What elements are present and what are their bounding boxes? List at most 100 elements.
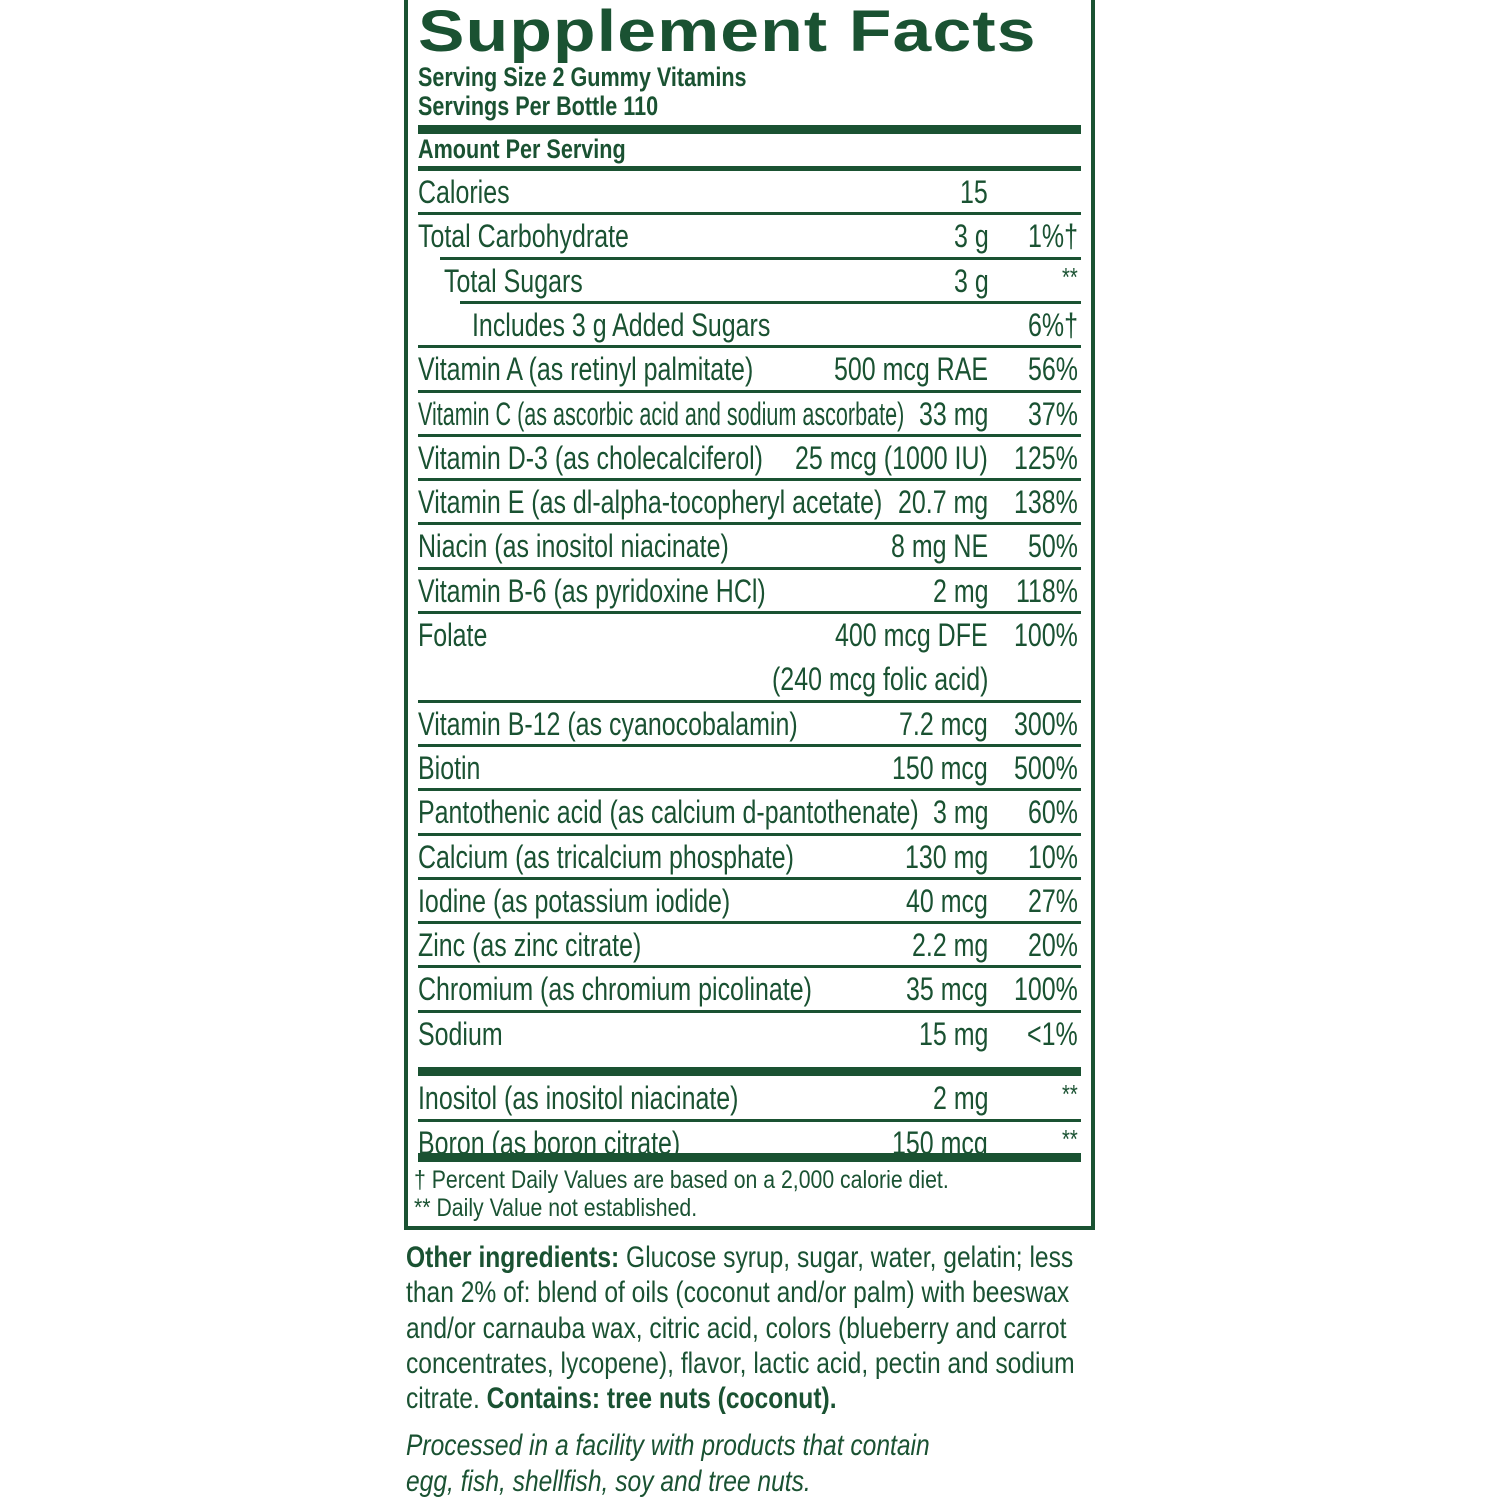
- row-divider: [418, 1009, 1081, 1013]
- nutrient-name: Calories: [418, 174, 510, 210]
- ingredients-line-text: citrate. Contains: tree nuts (coconut).: [406, 1381, 837, 1416]
- daily-value: 50%: [1028, 528, 1079, 565]
- ingredients-line: than 2% of: blend of oils (coconut and/o…: [406, 1275, 1069, 1310]
- row-amount: 3 g: [954, 259, 989, 303]
- daily-value: 6%†: [1028, 306, 1079, 343]
- ingredients-text: than 2% of: blend of oils (coconut and/o…: [406, 1276, 1070, 1310]
- amount-value: 15: [959, 174, 988, 210]
- row-divider: [418, 876, 1081, 880]
- amount-value: 40 mcg: [906, 882, 988, 919]
- row-divider: [418, 433, 1081, 437]
- ingredients-line: concentrates, lycopene), flavor, lactic …: [406, 1346, 1075, 1381]
- nutrient-name: Calcium (as tricalcium phosphate): [418, 838, 794, 875]
- row-daily-value: 37%: [1028, 392, 1078, 436]
- daily-value: 300%: [1014, 705, 1078, 742]
- daily-value: 37%: [1028, 395, 1079, 432]
- nutrient-name: Total Sugars: [444, 262, 583, 299]
- amount-value: 33 mg: [918, 395, 988, 432]
- row-name: Inositol (as inositol niacinate): [418, 1076, 739, 1120]
- row-divider: [418, 832, 1081, 836]
- ingredients-text: Glucose syrup, sugar, water, gelatin; le…: [619, 1241, 1074, 1274]
- nutrient-name: Total Carbohydrate: [418, 218, 629, 255]
- allergen-text: egg, fish, shellfish, soy and tree nuts.: [406, 1464, 811, 1498]
- ingredients-text: and/or carnauba wax, citric acid, colors…: [406, 1311, 1067, 1345]
- row-name: Zinc (as zinc citrate): [418, 923, 641, 967]
- daily-value: <1%: [1027, 1015, 1078, 1052]
- row-daily-value: **: [1062, 255, 1078, 299]
- row-daily-value: 20%: [1028, 923, 1078, 967]
- row-name: Iodine (as potassium iodide): [418, 879, 730, 923]
- amount-value: 7.2 mcg: [899, 705, 988, 742]
- allergen-line: Processed in a facility with products th…: [406, 1428, 930, 1463]
- row-daily-value: 118%: [1016, 569, 1078, 613]
- row-name: Calcium (as tricalcium phosphate): [418, 835, 794, 879]
- row-divider: [418, 478, 1081, 482]
- row-daily-value: **: [1062, 1117, 1078, 1161]
- nutrient-name: Chromium (as chromium picolinate): [418, 971, 812, 1008]
- row-amount: 500 mcg RAE: [834, 347, 988, 391]
- row-daily-value: 60%: [1028, 790, 1078, 834]
- footnote-text: ** Daily Value not established.: [414, 1194, 698, 1222]
- row-divider: [418, 566, 1081, 570]
- ingredients-line-text: than 2% of: blend of oils (coconut and/o…: [406, 1275, 1069, 1310]
- nutrient-name: Vitamin A (as retinyl palmitate): [418, 351, 754, 388]
- amount-value: 25 mcg (1000 IU): [795, 439, 989, 476]
- supplement-facts-panel: [404, 0, 1095, 1230]
- row-daily-value: 138%: [1014, 480, 1078, 524]
- row-divider: [418, 522, 1081, 526]
- daily-value: 100%: [1014, 971, 1078, 1008]
- nutrient-name: Vitamin B-12 (as cyanocobalamin): [418, 705, 798, 742]
- daily-value: 100%: [1014, 617, 1078, 653]
- daily-value: 125%: [1014, 439, 1078, 476]
- row-daily-value: 100%: [1014, 967, 1078, 1011]
- ingredients-text: citrate.: [406, 1382, 487, 1416]
- row-daily-value: 125%: [1014, 436, 1078, 480]
- row-daily-value: **: [1062, 1072, 1078, 1116]
- row-amount: 40 mcg: [906, 879, 988, 923]
- row-divider: [418, 743, 1081, 747]
- daily-value: 20%: [1028, 927, 1079, 964]
- row-daily-value: 50%: [1028, 524, 1078, 568]
- thick-divider: [418, 1067, 1081, 1076]
- nutrient-name: Vitamin B-6 (as pyridoxine HCl): [418, 572, 766, 609]
- row-name: Total Carbohydrate: [418, 214, 629, 258]
- row-name: Chromium (as chromium picolinate): [418, 967, 812, 1011]
- allergen-text: Processed in a facility with products th…: [406, 1429, 930, 1462]
- row-amount: 20.7 mg: [898, 480, 988, 524]
- amount-value: 500 mcg RAE: [834, 351, 989, 388]
- daily-value: 56%: [1028, 351, 1079, 388]
- amount-value: 15 mg: [918, 1015, 988, 1052]
- row-name: Vitamin B-6 (as pyridoxine HCl): [418, 569, 766, 613]
- row-daily-value: 56%: [1028, 347, 1078, 391]
- ingredients-line: Other ingredients: Glucose syrup, sugar,…: [406, 1240, 1073, 1275]
- ingredients-bold-text: Contains: tree nuts (coconut).: [486, 1382, 837, 1416]
- ingredients-line-text: Other ingredients: Glucose syrup, sugar,…: [406, 1240, 1073, 1275]
- row-divider: [418, 345, 1081, 349]
- daily-value: **: [1062, 1124, 1079, 1155]
- nutrient-name: Vitamin C (as ascorbic acid and sodium a…: [418, 395, 905, 432]
- row-amount: 35 mcg: [906, 967, 988, 1011]
- row-amount-secondary: (240 mcg folic acid): [772, 657, 988, 701]
- row-daily-value: 100%: [1014, 613, 1078, 657]
- nutrient-name: Iodine (as potassium iodide): [418, 882, 731, 919]
- row-amount: 33 mg: [919, 392, 988, 436]
- thick-divider: [418, 1153, 1081, 1162]
- row-name: Vitamin A (as retinyl palmitate): [418, 347, 753, 391]
- row-name: Vitamin D-3 (as cholecalciferol): [418, 436, 763, 480]
- nutrient-name: Pantothenic acid (as calcium d-pantothen…: [418, 794, 919, 831]
- daily-value: 138%: [1014, 484, 1078, 521]
- row-amount: 400 mcg DFE: [835, 613, 988, 657]
- nutrient-name: Inositol (as inositol niacinate): [418, 1080, 739, 1116]
- row-amount: 8 mg NE: [891, 524, 988, 568]
- row-amount: 15: [960, 170, 988, 214]
- row-amount: 2 mg: [933, 1076, 988, 1120]
- medium-divider: [418, 166, 1081, 171]
- row-name: Biotin: [418, 746, 480, 790]
- daily-value: **: [1062, 1079, 1079, 1109]
- daily-value: 1%†: [1028, 218, 1079, 255]
- row-amount: 3 mg: [933, 790, 988, 834]
- row-name: Niacin (as inositol niacinate): [418, 524, 729, 568]
- row-name: Vitamin B-12 (as cyanocobalamin): [418, 702, 798, 746]
- daily-value: **: [1062, 261, 1079, 292]
- ingredients-bold-text: Other ingredients:: [406, 1241, 620, 1274]
